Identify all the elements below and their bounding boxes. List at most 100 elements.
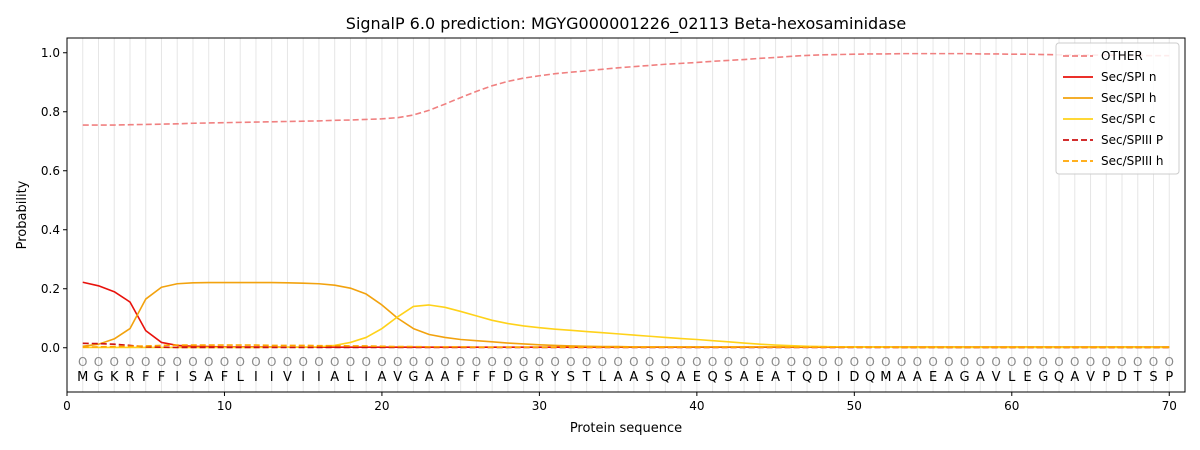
sequence-letter: T [786,370,795,385]
position-marker: O [550,355,559,369]
sequence-letter: D [1117,370,1127,385]
position-marker: O [314,355,323,369]
position-marker: O [991,355,1000,369]
sequence-letter: V [1086,370,1095,385]
position-marker: O [1023,355,1032,369]
chart-title: SignalP 6.0 prediction: MGYG000001226_02… [346,14,906,34]
position-marker: O [535,355,544,369]
y-tick-label: 0.0 [41,341,60,355]
y-axis-label: Probability [15,180,30,249]
sequence-letter: A [204,370,213,385]
sequence-letter: R [535,370,544,385]
y-tick-label: 0.6 [41,164,60,178]
position-marker: O [94,355,103,369]
sequence-letter: L [1008,370,1016,385]
y-tick-label: 0.2 [41,282,60,296]
position-marker: O [235,355,244,369]
position-marker: O [739,355,748,369]
position-marker: O [661,355,670,369]
y-tick-label: 1.0 [41,46,60,60]
x-tick-label: 30 [532,399,547,413]
sequence-letter: A [677,370,686,385]
position-marker: O [676,355,685,369]
position-marker: O [1086,355,1095,369]
position-marker: O [897,355,906,369]
sequence-letter: Q [707,370,717,385]
sequence-letter: I [837,370,841,385]
sequence-letter: L [599,370,607,385]
position-marker: O [1149,355,1158,369]
position-marker: O [708,355,717,369]
sequence-letter: Q [865,370,875,385]
sequence-letter: A [913,370,922,385]
sequence-letter: A [944,370,953,385]
position-marker: O [771,355,780,369]
position-marker: O [283,355,292,369]
position-marker: O [1007,355,1016,369]
x-tick-label: 10 [217,399,232,413]
position-marker: O [566,355,575,369]
sequence-letter: G [408,370,418,385]
position-marker: O [865,355,874,369]
sequence-letter: Y [550,370,559,385]
position-marker: O [1054,355,1063,369]
x-tick-label: 20 [374,399,389,413]
position-marker: O [818,355,827,369]
sequence-letter: D [818,370,828,385]
x-axis-label: Protein sequence [570,421,682,436]
position-marker: O [1102,355,1111,369]
sequence-letter: Q [1054,370,1064,385]
y-tick-label: 0.8 [41,105,60,119]
sequence-letter: P [1102,370,1110,385]
position-marker: O [110,355,119,369]
y-tick-label: 0.4 [41,223,60,237]
y-axis: 0.0 0.2 0.4 0.6 0.8 1.0 [41,46,67,355]
position-marker: O [251,355,260,369]
sequence-letter: E [693,370,701,385]
position-marker: O [377,355,386,369]
sequence-letter: I [175,370,179,385]
sequence-letter: G [519,370,529,385]
sequence-letter: E [756,370,764,385]
sequence-letter: A [425,370,434,385]
sequence-letter: A [740,370,749,385]
position-marker: O [440,355,449,369]
series-line-3 [82,304,1170,349]
sequence-letter: G [93,370,103,385]
legend-label-4: Sec/SPIII P [1101,133,1163,147]
sequence-letter: F [457,370,464,385]
sequence-letter: F [221,370,228,385]
position-marker: O [204,355,213,369]
series-layer [82,52,1170,349]
position-marker: O [188,355,197,369]
series-line-5 [82,344,1170,348]
sequence-letter: A [976,370,985,385]
sequence-letter: K [110,370,119,385]
position-marker: O [724,355,733,369]
sequence-letter: L [237,370,245,385]
x-tick-label: 0 [63,399,71,413]
x-tick-label: 60 [1004,399,1019,413]
grid [82,38,1170,392]
sequence-letter: F [473,370,480,385]
sequence-letter: T [582,370,591,385]
sequence-letter: V [992,370,1001,385]
sequence-letter: L [347,370,355,385]
position-marker: O [960,355,969,369]
legend-label-0: OTHER [1101,49,1143,63]
sequence-letter: D [503,370,513,385]
sequence-letter: G [1038,370,1048,385]
position-marker: O [409,355,418,369]
position-marker: O [472,355,481,369]
sequence-letter: E [1023,370,1031,385]
sequence-letter: A [377,370,386,385]
sequence-letter: E [929,370,937,385]
position-marker: O [487,355,496,369]
plot-frame [66,37,1186,393]
position-marker: O [850,355,859,369]
position-marker: O [424,355,433,369]
sequence-letter: A [614,370,623,385]
sequence-letter: R [125,370,134,385]
